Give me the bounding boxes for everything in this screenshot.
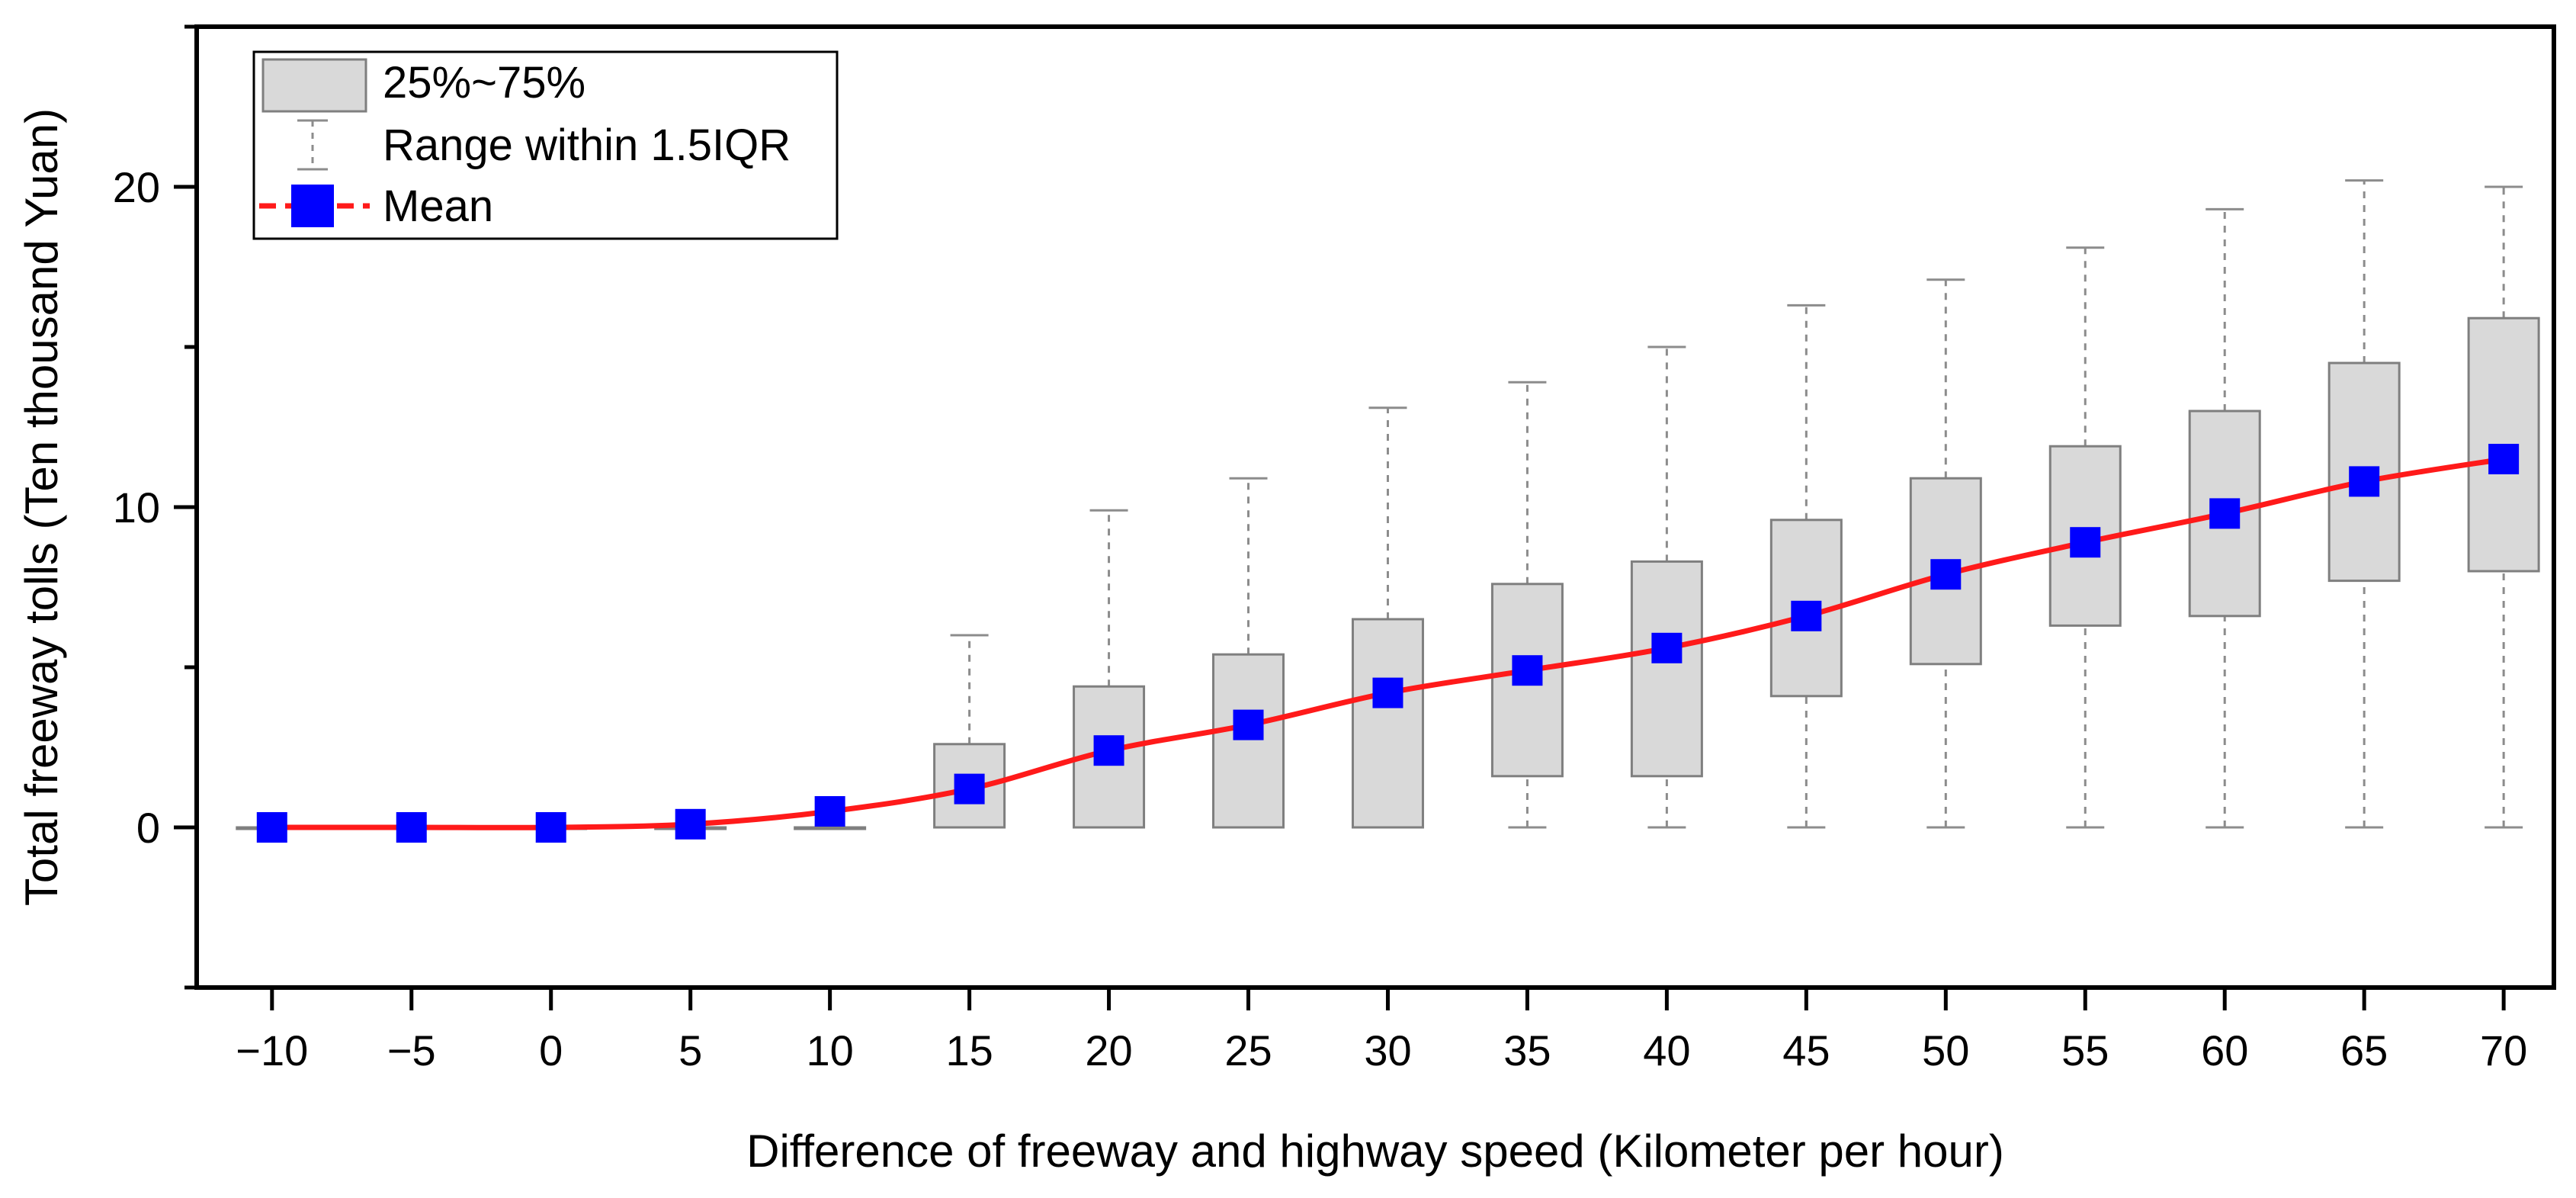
legend-label: Range within 1.5IQR: [383, 120, 791, 170]
x-tick-label: 30: [1364, 1026, 1411, 1074]
mean-marker: [1093, 735, 1124, 766]
mean-marker: [2349, 466, 2380, 497]
iqr-box: [1630, 560, 1703, 778]
legend-label: Mean: [383, 181, 493, 231]
x-tick-label: 35: [1503, 1026, 1551, 1074]
legend-mean-marker: [291, 185, 334, 227]
mean-marker: [2070, 527, 2101, 558]
x-tick-label: 25: [1224, 1026, 1272, 1074]
mean-marker: [1651, 632, 1683, 663]
mean-layer: [256, 444, 2520, 843]
y-tick-label: 20: [113, 163, 160, 211]
x-tick-label: 60: [2201, 1026, 2248, 1074]
x-tick-label: 20: [1085, 1026, 1132, 1074]
x-tick-label: 5: [678, 1026, 702, 1074]
mean-marker: [675, 808, 706, 840]
y-tick-label: 0: [136, 804, 160, 852]
x-tick-label: 65: [2340, 1026, 2388, 1074]
mean-marker: [256, 812, 287, 843]
boxes-layer: [236, 179, 2540, 830]
legend: 25%~75% Range within 1.5IQR Mean: [252, 50, 839, 240]
x-tick-label: 40: [1643, 1026, 1690, 1074]
mean-marker: [1930, 559, 1962, 590]
x-tick-label: 50: [1922, 1026, 1969, 1074]
mean-marker: [535, 812, 566, 843]
mean-marker: [1791, 600, 1822, 631]
x-tick-label: 0: [539, 1026, 563, 1074]
mean-marker: [396, 812, 427, 843]
x-tick-label: 55: [2061, 1026, 2109, 1074]
mean-marker: [2488, 444, 2520, 474]
y-axis-title: Total freeway tolls (Ten thousand Yuan): [16, 108, 67, 906]
mean-marker: [2209, 498, 2241, 529]
x-tick-label: 15: [945, 1026, 993, 1074]
iqr-box: [794, 826, 867, 830]
x-tick-label: 70: [2480, 1026, 2527, 1074]
legend-box-swatch: [261, 58, 367, 113]
mean-marker: [1372, 677, 1403, 708]
mean-marker: [1512, 655, 1543, 686]
mean-marker: [954, 773, 985, 805]
x-tick-label: 10: [806, 1026, 853, 1074]
axes-layer: −10 −5 0 5 10 15 20 25 30 35 40 45 50 55 60 65 70 0 10 20: [113, 24, 2556, 1074]
mean-marker: [1233, 709, 1264, 740]
x-axis-title: Difference of freeway and highway speed …: [746, 1126, 2004, 1177]
legend-label: 25%~75%: [383, 58, 585, 108]
x-tick-label: 45: [1782, 1026, 1830, 1074]
mean-marker: [814, 796, 845, 827]
y-tick-label: 10: [113, 483, 160, 532]
iqr-box: [1212, 653, 1285, 829]
x-tick-label: −10: [236, 1026, 308, 1074]
x-tick-label: −5: [387, 1026, 436, 1074]
iqr-box: [1351, 618, 1424, 829]
